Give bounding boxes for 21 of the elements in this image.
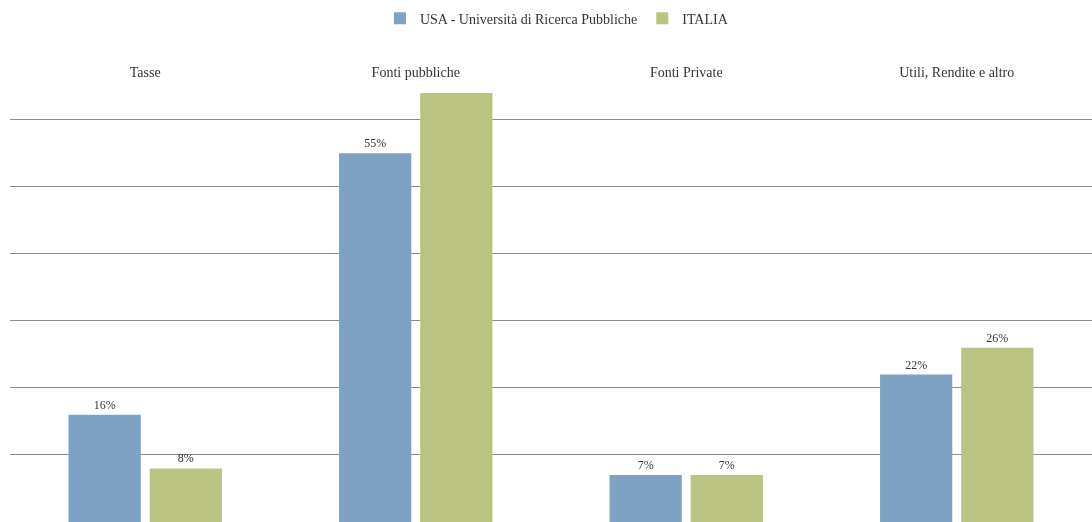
x-tick-label: Tasse — [129, 65, 161, 81]
data-label: 55% — [364, 136, 387, 151]
data-label: 26% — [986, 330, 1009, 345]
bar — [880, 374, 953, 522]
bar — [420, 93, 493, 522]
x-tick-label: Utili, Rendite e altro — [899, 65, 1015, 81]
x-tick-label: Fonti pubbliche — [371, 65, 460, 81]
bar — [68, 414, 141, 522]
bar — [690, 475, 763, 522]
data-label: 16% — [93, 397, 116, 412]
legend-label: ITALIA — [682, 11, 729, 27]
bar — [149, 468, 222, 522]
data-label: 22% — [905, 357, 928, 372]
data-label: 7% — [718, 458, 735, 473]
bar — [961, 347, 1034, 522]
bar — [609, 475, 682, 522]
data-label: 8% — [177, 451, 194, 466]
bar — [339, 153, 412, 522]
x-tick-label: Fonti Private — [649, 65, 723, 81]
legend-label: USA - Università di Ricerca Pubbliche — [419, 11, 638, 27]
data-label: 7% — [637, 458, 654, 473]
